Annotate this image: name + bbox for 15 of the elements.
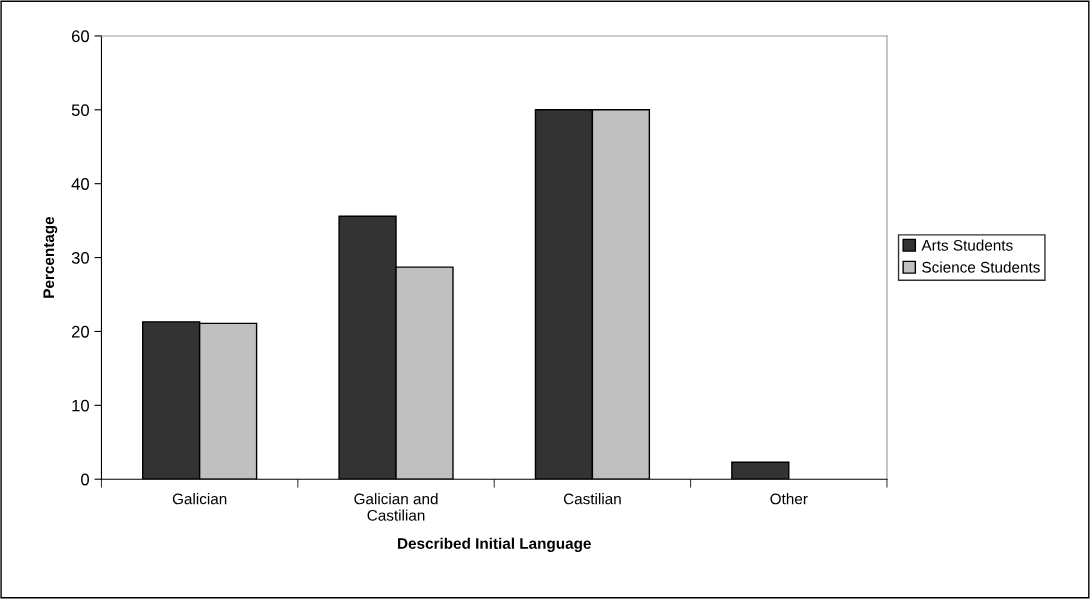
legend-label: Science Students — [922, 261, 1040, 273]
y-tick-label: 30 — [71, 251, 90, 264]
x-tick-label: Other — [770, 493, 808, 505]
y-tick-label: 50 — [71, 104, 90, 117]
x-tick-label: Castilian — [563, 493, 621, 505]
y-tick-label: 40 — [71, 178, 90, 190]
y-tick-label: 10 — [72, 399, 90, 412]
y-tick-label: 0 — [81, 473, 90, 486]
y-tick-label: 60 — [71, 30, 90, 43]
x-axis-title: Described Initial Language — [398, 537, 591, 552]
x-tick-label: Galician — [172, 493, 227, 505]
y-axis-title: Percentage — [43, 216, 58, 298]
legend-label: Arts Students — [921, 239, 1013, 251]
y-tick-label: 20 — [71, 325, 90, 338]
x-tick-label: Galician and Castilian — [354, 493, 438, 521]
